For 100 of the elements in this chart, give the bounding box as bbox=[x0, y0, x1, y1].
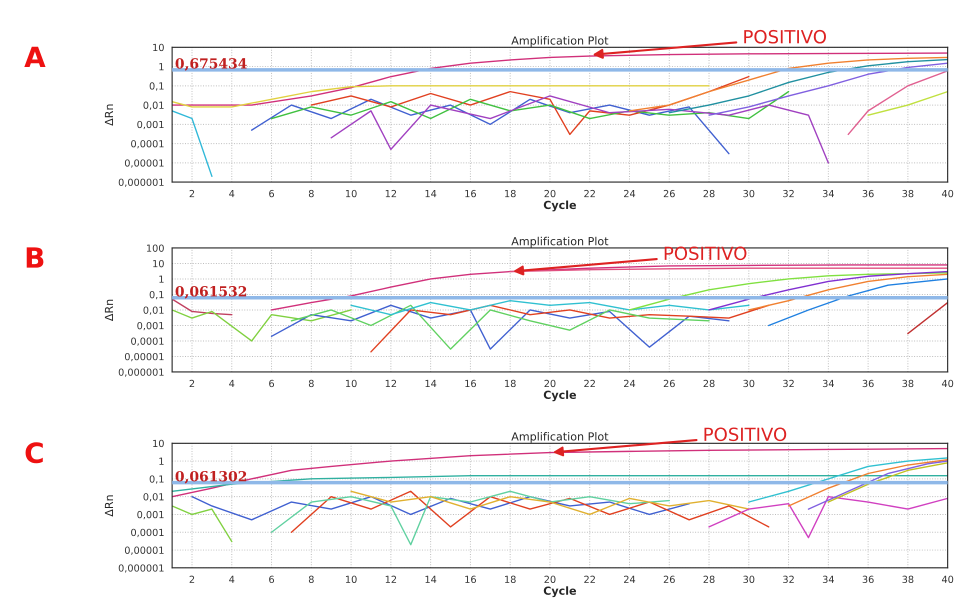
x-tick-label: 40 bbox=[942, 576, 954, 584]
y-axis-title: ΔRn bbox=[104, 300, 114, 322]
x-tick-label: 4 bbox=[229, 190, 234, 198]
x-tick-label: 14 bbox=[426, 190, 436, 198]
y-axis-title: ΔRn bbox=[104, 495, 114, 517]
x-tick-label: 24 bbox=[624, 380, 636, 388]
x-tick-label: 4 bbox=[229, 576, 234, 583]
y-tick-label: 1 bbox=[159, 458, 164, 465]
ref-line-label: 0,675434 bbox=[176, 58, 247, 71]
x-tick-label: 34 bbox=[822, 576, 834, 584]
text: A bbox=[24, 46, 46, 67]
y-tick-label: 0,0001 bbox=[131, 140, 164, 148]
ref-line-label: 0,061532 bbox=[176, 286, 246, 299]
x-tick-label: 28 bbox=[704, 190, 715, 198]
y-tick-label: 10 bbox=[153, 440, 164, 448]
x-tick-label: 2 bbox=[190, 380, 194, 388]
x-tick-label: 30 bbox=[743, 190, 754, 198]
x-tick-label: 8 bbox=[308, 380, 314, 388]
x-tick-label: 6 bbox=[269, 380, 274, 388]
x-tick-label: 22 bbox=[584, 380, 595, 388]
y-tick-label: 10 bbox=[153, 44, 164, 52]
x-tick-label: 22 bbox=[584, 190, 595, 198]
x-tick-label: 28 bbox=[704, 380, 715, 388]
x-tick-label: 38 bbox=[902, 576, 914, 584]
x-tick-label: 6 bbox=[269, 576, 274, 584]
y-tick-label: 0,01 bbox=[143, 102, 164, 110]
x-tick-label: 30 bbox=[743, 576, 754, 584]
x-tick-label: 32 bbox=[783, 576, 794, 584]
x-tick-label: 36 bbox=[862, 190, 874, 198]
x-tick-label: 40 bbox=[942, 380, 954, 388]
x-tick-label: 38 bbox=[902, 380, 914, 388]
x-axis-title: Cycle bbox=[544, 200, 576, 212]
x-tick-label: 14 bbox=[426, 576, 436, 583]
y-tick-label: 0,01 bbox=[143, 493, 164, 502]
x-tick-label: 18 bbox=[505, 380, 516, 388]
y-tick-label: 0,00001 bbox=[124, 546, 164, 555]
x-tick-label: 8 bbox=[308, 190, 314, 198]
x-tick-label: 12 bbox=[386, 190, 396, 198]
y-tick-label: 1 bbox=[159, 276, 164, 283]
x-axis-title: Cycle bbox=[544, 390, 576, 402]
x-tick-label: 10 bbox=[346, 190, 357, 198]
y-tick-label: 0,0001 bbox=[131, 528, 164, 538]
x-tick-label: 2 bbox=[190, 576, 194, 583]
x-tick-label: 18 bbox=[505, 576, 516, 584]
x-tick-label: 36 bbox=[862, 380, 874, 388]
chart-title: Amplification Plot bbox=[511, 432, 608, 443]
y-tick-label: 100 bbox=[147, 244, 164, 252]
x-tick-label: 26 bbox=[664, 380, 675, 388]
x-tick-label: 16 bbox=[465, 190, 476, 198]
x-tick-label: 4 bbox=[229, 380, 234, 388]
x-tick-label: 34 bbox=[822, 190, 834, 198]
y-tick-label: 0,00001 bbox=[124, 352, 164, 362]
x-tick-label: 26 bbox=[664, 190, 675, 198]
x-tick-label: 36 bbox=[862, 576, 874, 584]
x-tick-label: 12 bbox=[386, 380, 396, 388]
x-tick-label: 10 bbox=[346, 576, 357, 584]
x-tick-label: 24 bbox=[624, 190, 636, 198]
y-tick-label: 0,1 bbox=[150, 290, 164, 300]
x-tick-label: 14 bbox=[426, 380, 436, 388]
y-tick-label: 0,001 bbox=[137, 322, 164, 330]
y-tick-label: 0,1 bbox=[150, 475, 164, 484]
x-tick-label: 20 bbox=[544, 190, 556, 198]
x-tick-label: 28 bbox=[704, 576, 715, 584]
y-axis-title: ΔRn bbox=[104, 104, 114, 126]
y-tick-label: 0,00001 bbox=[124, 159, 164, 168]
x-tick-label: 18 bbox=[505, 190, 516, 198]
x-tick-label: 2 bbox=[190, 190, 194, 198]
y-tick-label: 0,1 bbox=[150, 82, 164, 91]
x-tick-label: 20 bbox=[544, 576, 556, 584]
text: C bbox=[26, 442, 43, 464]
x-tick-label: 6 bbox=[269, 190, 274, 198]
annotation: POSITIVO bbox=[704, 427, 786, 442]
x-tick-label: 16 bbox=[465, 380, 476, 388]
x-tick-label: 8 bbox=[308, 576, 314, 584]
annotation: POSITIVO bbox=[664, 246, 746, 260]
y-tick-label: 0,0001 bbox=[131, 337, 164, 346]
text: B bbox=[26, 247, 44, 268]
x-axis-title: Cycle bbox=[544, 586, 576, 598]
x-tick-label: 32 bbox=[783, 380, 794, 388]
x-tick-label: 10 bbox=[346, 380, 357, 388]
ref-line-label: 0,061302 bbox=[176, 470, 246, 484]
annotation: POSITIVO bbox=[744, 30, 826, 44]
x-tick-label: 32 bbox=[783, 190, 794, 198]
y-tick-label: 1 bbox=[159, 63, 164, 70]
x-tick-label: 20 bbox=[544, 380, 556, 388]
x-tick-label: 30 bbox=[743, 380, 754, 388]
y-tick-label: 0,001 bbox=[137, 510, 164, 520]
x-tick-label: 22 bbox=[584, 576, 595, 583]
x-tick-label: 26 bbox=[664, 576, 675, 584]
y-tick-label: 0,01 bbox=[143, 306, 164, 315]
y-tick-label: 0,000001 bbox=[118, 564, 164, 573]
x-tick-label: 38 bbox=[902, 190, 914, 198]
y-tick-label: 0,000001 bbox=[118, 368, 164, 377]
x-tick-label: 16 bbox=[465, 576, 476, 584]
chart-title: Amplification Plot bbox=[511, 236, 608, 248]
x-tick-label: 40 bbox=[942, 190, 954, 198]
y-tick-label: 0,001 bbox=[137, 120, 164, 130]
y-tick-label: 10 bbox=[153, 260, 164, 268]
x-tick-label: 12 bbox=[386, 576, 396, 583]
y-tick-label: 0,000001 bbox=[118, 178, 164, 187]
